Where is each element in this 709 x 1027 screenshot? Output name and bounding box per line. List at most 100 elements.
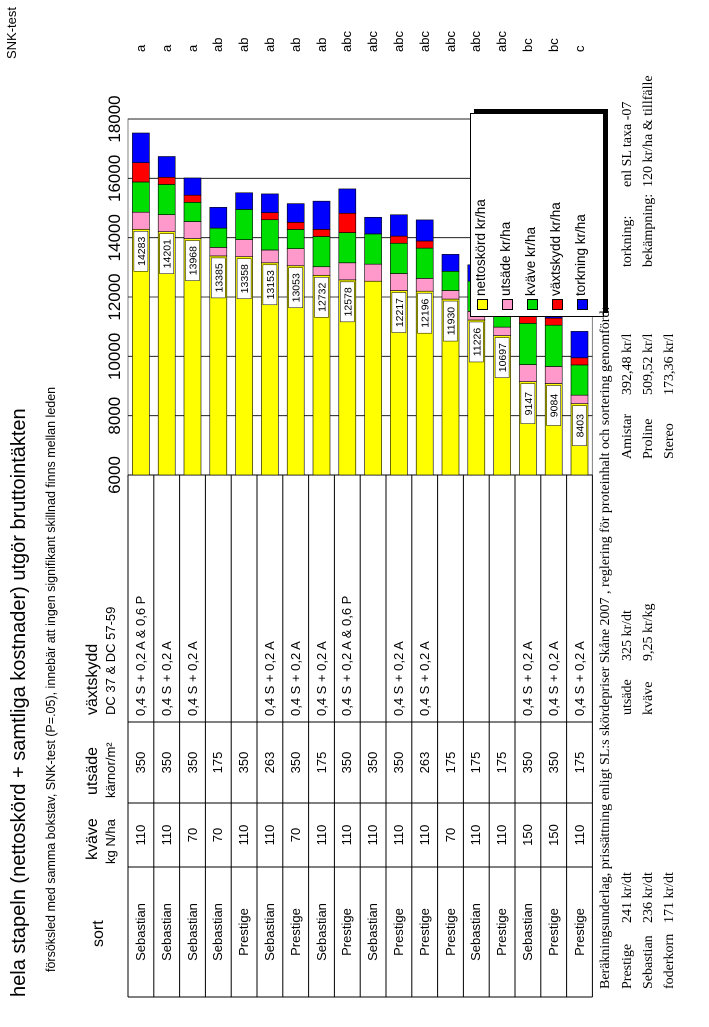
bar-segment: [312, 200, 331, 230]
table-cell-kvave: 70: [287, 827, 303, 843]
table-cell-utsade: 263: [416, 751, 432, 774]
data-label-box: [469, 321, 484, 363]
data-label-box: [417, 292, 432, 334]
footer-input-name-0: utsäde: [620, 679, 635, 715]
bar-segment: [286, 248, 305, 267]
table-cell-kvave: 110: [262, 824, 277, 846]
significance-letter: abc: [468, 31, 484, 52]
footer-chem-name-0: Amistar: [620, 413, 635, 459]
bar-segment: [364, 263, 382, 282]
footer-price-name-1: Sebastian: [641, 935, 656, 989]
bar-segment: [544, 317, 563, 326]
bar-segment: [235, 209, 253, 240]
bar-segment: [364, 216, 382, 235]
bar-segment: [286, 222, 305, 230]
data-label: 12578: [342, 287, 354, 316]
significance-letter: c: [571, 45, 587, 53]
legend-label: torkning kr/ha: [573, 214, 588, 296]
table-cell-sort: Sebastian: [313, 903, 329, 961]
significance-letter: ab: [313, 37, 329, 52]
table-cell-utsade: 350: [236, 751, 252, 774]
bar-segment: [338, 188, 357, 214]
significance-letter: abc: [442, 31, 458, 52]
table-cell-utsade: 350: [287, 751, 303, 774]
bar-segment: [209, 227, 228, 248]
table-cell-sort: Sebastian: [158, 903, 174, 961]
table-cell-kvave: 110: [339, 824, 355, 846]
table-cell-kvave: 110: [236, 824, 252, 846]
significance-letter: a: [184, 44, 200, 52]
table-cell-kvave: 70: [210, 827, 226, 843]
bar-segment: [209, 247, 228, 257]
table-cell-kvave: 110: [416, 824, 432, 846]
table-cell-vaxtskydd: 0,4 S + 0,2 A & 0,6 P: [133, 595, 148, 716]
table-cell-vaxtskydd: 0,4 S + 0,2 A: [545, 641, 561, 716]
data-label: 11226: [471, 328, 483, 357]
legend-swatch: [502, 299, 513, 310]
data-label-box: [340, 281, 355, 323]
table-cell-kvave: 110: [391, 824, 406, 846]
significance-letter: a: [133, 44, 148, 52]
table-cell-sort: Sebastian: [262, 903, 277, 961]
data-label: 13385: [213, 263, 225, 292]
table-cell-sort: Prestige: [442, 908, 458, 956]
footer-other-name-1: bekämpning:: [641, 193, 656, 267]
bar-segment: [415, 247, 434, 279]
legend-item: utsäde kr/ha: [498, 114, 521, 316]
table-cell-utsade: 350: [365, 751, 381, 774]
bar-segment: [261, 193, 279, 213]
significance-letter: ab: [210, 37, 226, 52]
bar-segment: [312, 266, 331, 276]
footer-price-value-2: 171 kr/dt: [662, 872, 677, 923]
bar-segment: [441, 290, 460, 300]
data-label: 13153: [265, 270, 277, 299]
table-cell-sort: Prestige: [339, 908, 355, 956]
bar-segment: [183, 202, 202, 222]
bar-segment: [544, 324, 563, 367]
bar-segment: [390, 235, 408, 244]
bar-segment: [570, 364, 589, 396]
bar-segment: [390, 273, 408, 291]
table-cell-utsade: 263: [262, 751, 277, 774]
chart-legend: nettoskörd kr/ha utsäde kr/ha kväve kr/ha v…: [470, 113, 604, 317]
significance-letter: a: [158, 44, 174, 52]
significance-letter: bc: [520, 38, 535, 52]
table-cell-kvave: 110: [313, 824, 329, 846]
bar-segment: [415, 278, 434, 292]
data-label: 10697: [497, 343, 509, 372]
significance-letter: abc: [339, 31, 355, 52]
bar-segment: [312, 229, 331, 237]
data-label-box: [185, 240, 200, 281]
table-cell-sort: Prestige: [416, 908, 432, 956]
bar-segment: [261, 219, 279, 251]
bar-segment: [441, 270, 460, 291]
data-label-box: [159, 233, 174, 274]
significance-letter: ab: [236, 37, 252, 52]
data-label-box: [314, 277, 329, 318]
legend-swatch: [527, 299, 538, 310]
data-label-box: [572, 405, 587, 446]
bar-segment: [286, 203, 305, 223]
bar-segment: [544, 366, 563, 384]
bar-segment: [183, 177, 202, 196]
table-cell-utsade: 175: [494, 751, 510, 774]
bar-segment: [132, 181, 150, 213]
table-cell-utsade: 175: [468, 751, 484, 774]
legend-swatch: [477, 299, 488, 310]
data-label: 13968: [188, 246, 200, 275]
table-cell-utsade: 350: [545, 751, 561, 774]
legend-label: kväve kr/ha: [523, 226, 538, 296]
table-cell-utsade: 350: [158, 751, 174, 774]
data-label: 14201: [162, 239, 174, 268]
footer-input-name-1: kväve: [641, 681, 656, 715]
table-cell-sort: Sebastian: [210, 903, 226, 961]
footer-chem-name-2: Stereo: [662, 423, 677, 459]
bar-segment: [570, 394, 589, 405]
footer-input-value-0: 325 kr/dt: [620, 610, 635, 661]
data-label-box: [262, 264, 278, 306]
bar-segment: [390, 214, 408, 237]
bar-segment: [261, 249, 279, 264]
footer-price-name-0: Prestige: [620, 943, 635, 989]
table-cell-vaxtskydd: 0,4 S + 0,2 A: [520, 641, 535, 716]
bar-segment: [235, 192, 253, 210]
